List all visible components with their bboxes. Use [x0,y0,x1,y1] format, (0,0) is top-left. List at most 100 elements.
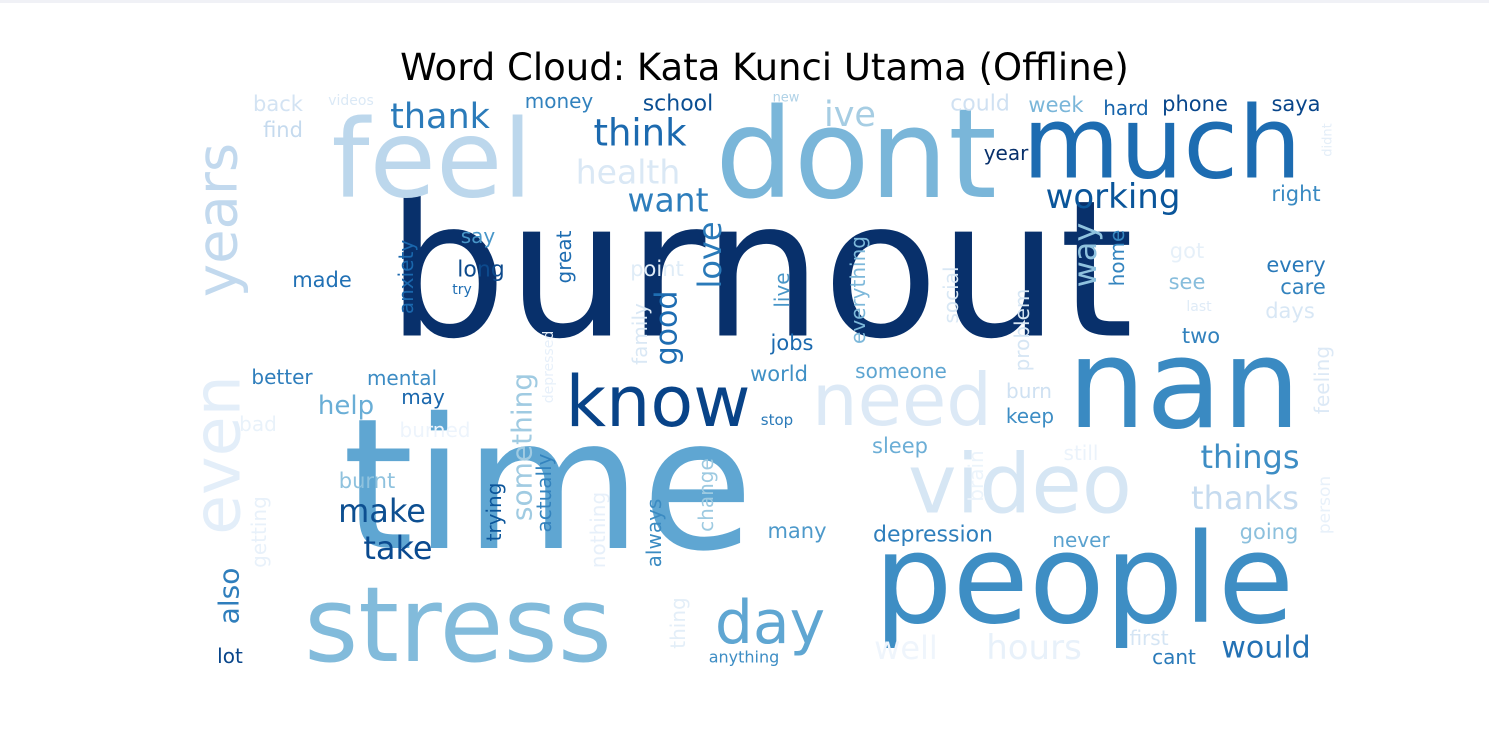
word-love: love [691,221,729,288]
word-saya: saya [1271,92,1320,116]
word-depressed: depressed [541,331,557,404]
word-stress: stress [304,564,612,686]
word-year: year [984,141,1029,165]
word-first: first [1129,626,1168,650]
word-people: people [874,508,1294,652]
word-change: change [694,458,718,532]
word-actually: actually [532,453,556,532]
word-well: well [874,629,938,667]
word-every: every [1266,253,1325,277]
word-thanks: thanks [1191,479,1299,517]
word-feeling: feeling [1310,346,1334,414]
word-think: think [593,112,687,155]
word-person: person [1315,476,1335,534]
word-way: way [1066,223,1104,288]
word-good: good [650,291,685,366]
word-take: take [363,529,432,567]
word-burn: burn [1006,379,1052,403]
word-everything: everything [846,236,870,344]
word-sleep: sleep [872,434,928,458]
word-mental: mental [367,366,437,390]
word-nothing: nothing [586,492,610,568]
word-feel: feel [332,98,533,223]
word-day: day [715,588,825,658]
word-need: need [812,358,992,442]
word-always: always [642,499,666,568]
word-many: many [767,519,826,543]
word-say: say [461,224,496,248]
word-know: know [566,361,751,443]
word-home: home [1105,230,1129,287]
word-last: last [1186,299,1212,315]
word-much: much [1022,85,1301,202]
word-would: would [1221,631,1310,666]
word-videos: videos [328,93,374,109]
chart-title: Word Cloud: Kata Kunci Utama (Offline) [400,46,1129,89]
word-keep: keep [1006,404,1054,428]
word-also: also [213,568,246,625]
word-want: want [627,181,708,220]
word-school: school [643,92,714,117]
word-make: make [338,492,426,530]
word-still: still [1064,441,1099,465]
word-nan: nan [1067,313,1300,457]
word-find: find [263,118,303,142]
word-anything: anything [709,648,780,667]
word-someone: someone [855,359,947,383]
word-going: going [1240,520,1299,544]
word-week: week [1028,93,1084,117]
word-care: care [1280,275,1326,299]
word-cant: cant [1152,645,1196,669]
word-even: even [181,375,256,535]
top-border [0,0,1489,3]
word-money: money [525,89,594,113]
word-phone: phone [1162,92,1228,116]
word-something: something [506,373,539,521]
word-great: great [552,230,576,283]
word-working: working [1046,177,1181,217]
word-thing: thing [666,597,690,648]
word-time: time [342,379,753,591]
word-help: help [318,391,374,421]
word-burnt: burnt [339,469,395,493]
word-hard: hard [1103,96,1149,120]
word-didnt: didnt [1321,123,1336,156]
word-days: days [1265,299,1315,323]
word-jobs: jobs [770,331,814,355]
word-burned: burned [400,418,471,442]
word-may: may [401,385,445,409]
word-brain: brain [964,450,988,501]
word-see: see [1169,270,1206,294]
word-ive: ive [824,95,876,135]
word-bad: bad [239,412,277,436]
word-stop: stop [761,411,793,429]
word-got: got [1170,239,1204,263]
word-social: social [939,266,963,323]
word-problem: problem [1010,289,1034,372]
word-better: better [251,365,313,389]
word-live: live [770,272,794,307]
word-could: could [950,92,1010,117]
word-thank: thank [390,97,491,137]
word-lot: lot [217,644,243,668]
word-getting: getting [247,496,271,568]
word-point: point [630,257,684,281]
word-never: never [1052,528,1110,552]
word-trying: trying [482,483,506,542]
word-years: years [186,143,251,297]
word-burnout: burnout [386,160,1133,381]
word-world: world [750,362,808,386]
word-made: made [292,268,352,292]
word-health: health [576,153,680,192]
word-new: new [773,91,800,106]
word-long: long [457,258,504,283]
word-hours: hours [986,628,1082,668]
word-anxiety: anxiety [394,240,418,314]
word-back: back [253,92,304,116]
word-dont: dont [715,83,997,227]
word-depression: depression [873,523,993,548]
word-right: right [1271,182,1320,206]
word-video: video [908,438,1132,533]
